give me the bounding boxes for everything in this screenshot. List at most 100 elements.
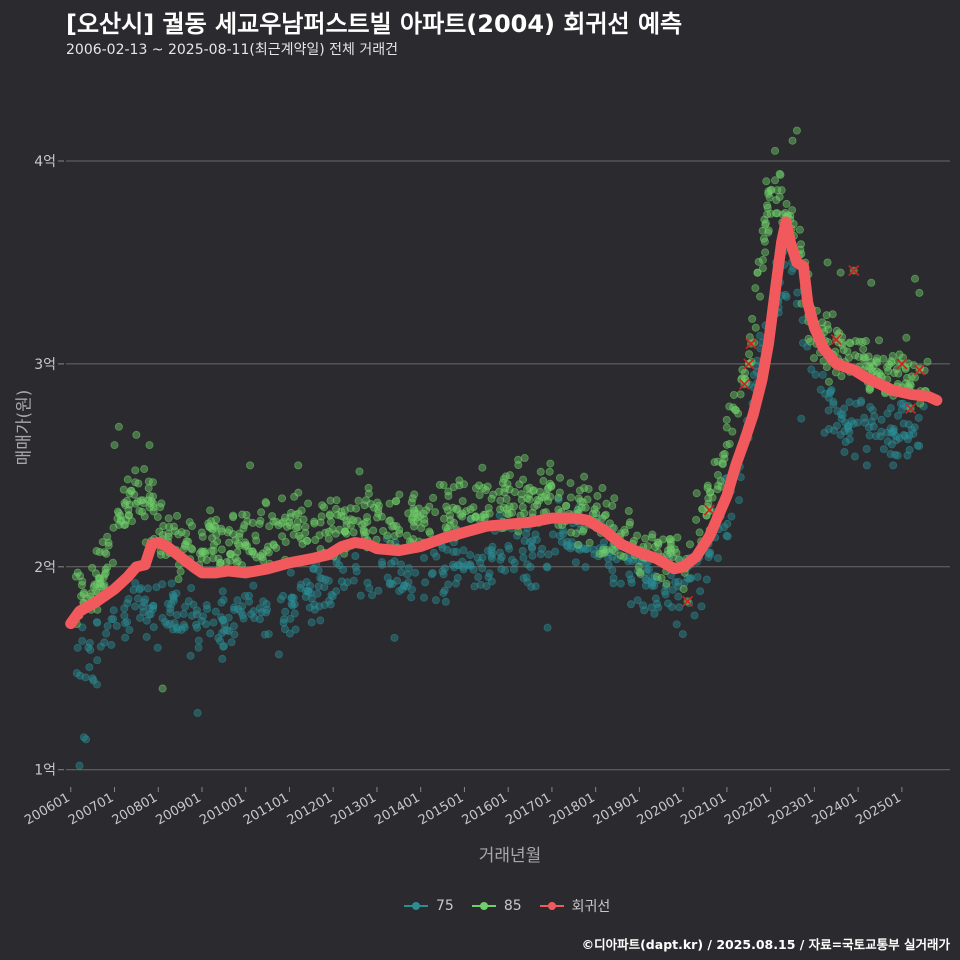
point-75-533: [194, 643, 203, 652]
point-85-503: [320, 503, 329, 512]
point-85-573: [818, 318, 827, 327]
point-75-524: [563, 537, 572, 546]
point-75-583: [887, 440, 896, 449]
point-85-816: [761, 219, 770, 228]
point-85-853: [832, 326, 841, 335]
point-75-136: [829, 400, 838, 409]
legend-item-regression: 회귀선: [539, 896, 610, 916]
point-85-outlier-11: [792, 126, 801, 135]
y-tick-label-1: 1억: [34, 763, 56, 779]
point-75-179: [93, 656, 102, 665]
point-85-194: [299, 515, 308, 524]
point-85-outlier-6: [294, 461, 303, 470]
point-85-776: [363, 513, 372, 522]
point-85-862: [171, 527, 180, 536]
point-75-241: [420, 553, 429, 562]
point-75-438: [487, 551, 496, 560]
point-85-870: [140, 512, 149, 521]
point-85-621: [555, 488, 564, 497]
point-85-316: [657, 574, 666, 583]
point-75-454: [244, 591, 253, 600]
point-85-785: [578, 498, 587, 507]
point-85-817: [165, 522, 174, 531]
point-85-189: [155, 527, 164, 536]
point-75-200: [850, 452, 859, 461]
point-75-35: [374, 586, 383, 595]
point-75-232: [421, 578, 430, 587]
point-85-882: [595, 549, 604, 558]
point-75-434: [879, 445, 888, 454]
point-75-527: [686, 574, 695, 583]
point-85-523: [262, 499, 271, 508]
point-85-215: [652, 572, 661, 581]
point-75-258: [674, 592, 683, 601]
point-75-outlier-11: [889, 461, 898, 470]
point-75-518: [393, 576, 402, 585]
point-75-279: [220, 620, 229, 629]
point-75-367: [678, 630, 687, 639]
point-75-482: [129, 585, 138, 594]
point-85-878: [100, 581, 109, 590]
point-75-133: [756, 331, 765, 340]
point-75-139: [722, 531, 731, 540]
point-75-282: [647, 603, 656, 612]
x-tick-label-2013: 201301: [328, 790, 378, 828]
point-85-598: [149, 492, 158, 501]
point-75-456: [505, 544, 514, 553]
point-85-803: [255, 519, 264, 528]
point-75-outlier-0: [75, 761, 84, 770]
point-85-637: [822, 363, 831, 372]
point-75-357: [149, 623, 158, 632]
point-85-557: [839, 345, 848, 354]
point-85-814: [360, 501, 369, 510]
point-75-476: [202, 601, 211, 610]
point-75-61: [519, 553, 528, 562]
point-75-184: [528, 551, 537, 560]
point-75-171: [262, 608, 271, 617]
point-75-616: [903, 435, 912, 444]
point-75-233: [109, 606, 118, 615]
point-85-outlier-10: [788, 136, 797, 145]
point-75-614: [92, 618, 101, 627]
point-85-64: [173, 511, 182, 520]
point-75-221: [227, 638, 236, 647]
point-85-831: [198, 532, 207, 541]
point-85-298: [539, 476, 548, 485]
point-75-608: [824, 425, 833, 434]
point-85-801: [764, 228, 773, 237]
point-75-47: [663, 599, 672, 608]
point-75-549: [627, 578, 636, 587]
x-tick-label-2025: 202501: [853, 790, 903, 828]
point-85-869: [605, 519, 614, 528]
point-85-840: [894, 369, 903, 378]
point-75-508: [478, 564, 487, 573]
cancelled-cross-2: [738, 378, 750, 390]
point-75-504: [279, 618, 288, 627]
point-85-439: [625, 518, 634, 527]
point-85-617: [710, 458, 719, 467]
point-85-729: [136, 496, 145, 505]
point-75-435: [289, 593, 298, 602]
point-85-751: [114, 520, 123, 529]
x-tick-label-2008: 200801: [110, 790, 160, 828]
x-tick-label-2009: 200901: [153, 790, 203, 828]
point-75-235: [871, 432, 880, 441]
point-75-outlier-4: [92, 680, 101, 689]
point-85-561: [456, 510, 465, 519]
point-85-714: [600, 548, 609, 557]
point-75-352: [840, 404, 849, 413]
x-tick-label-2006: 200601: [22, 790, 72, 828]
cancelled-cross-5: [830, 333, 842, 346]
x-tick-label-2012: 201201: [285, 790, 335, 828]
point-75-111: [320, 582, 329, 591]
legend-label-85: 85: [503, 898, 522, 914]
point-85-764: [386, 516, 395, 525]
point-75-598: [167, 600, 176, 609]
point-85-825: [257, 508, 266, 517]
point-75-408: [123, 618, 132, 627]
point-85-867: [866, 364, 875, 373]
point-75-461: [459, 565, 468, 574]
point-75-333: [407, 593, 416, 602]
point-75-374: [609, 579, 618, 588]
point-85-21: [103, 532, 112, 541]
